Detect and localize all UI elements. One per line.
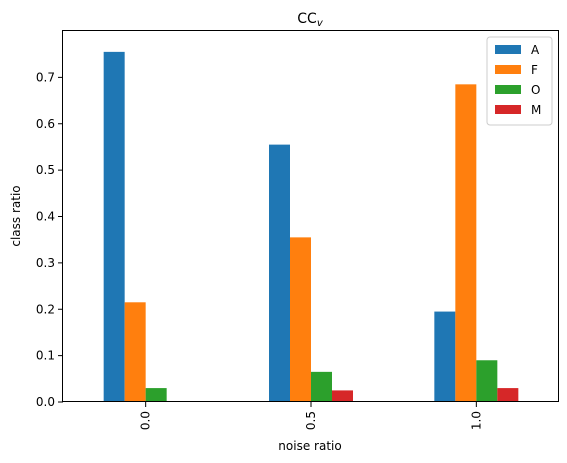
y-tick-label: 0.3 <box>36 256 55 270</box>
bar-O-1.0 <box>476 360 498 402</box>
bar-A-0.5 <box>269 144 290 402</box>
bar-A-1.0 <box>434 311 456 402</box>
bar-M-0.5 <box>332 390 353 402</box>
bar-A-0.0 <box>103 51 125 403</box>
legend-swatch-F <box>495 65 521 74</box>
x-axis-label: noise ratio <box>278 439 341 453</box>
y-tick-label: 0.1 <box>36 349 55 363</box>
y-tick-label: 0.4 <box>36 210 55 224</box>
x-tick-label: 0.0 <box>139 411 153 430</box>
y-tick-label: 0.6 <box>36 117 55 131</box>
x-axis: 0.0 0.5 1.0 <box>139 402 483 430</box>
plot-frame <box>62 30 559 402</box>
legend-swatch-O <box>495 85 521 94</box>
y-tick-label: 0.0 <box>36 395 55 409</box>
y-tick-label: 0.5 <box>36 163 55 177</box>
legend-label: F <box>531 63 538 77</box>
chart-title-main: CC <box>297 11 317 27</box>
legend-swatch-A <box>495 45 521 54</box>
bar-O-0.5 <box>311 371 332 402</box>
bars-group <box>103 51 519 403</box>
bar-F-0.5 <box>290 237 311 402</box>
x-tick-label: 1.0 <box>469 411 483 430</box>
bar-F-1.0 <box>455 84 477 403</box>
bar-O-0.0 <box>145 388 167 402</box>
y-tick-label: 0.2 <box>36 302 55 316</box>
legend-label: A <box>531 43 540 57</box>
bar-F-0.0 <box>124 302 146 402</box>
chart-title-subscript: v <box>317 18 324 29</box>
legend-label: O <box>531 83 540 97</box>
legend-swatch-M <box>495 105 521 114</box>
chart-title: CCv <box>297 11 324 29</box>
y-axis: 0.0 0.1 0.2 0.3 0.4 0.5 0.6 0.7 <box>36 70 63 409</box>
y-tick-label: 0.7 <box>36 70 55 84</box>
y-axis-label: class ratio <box>9 185 23 246</box>
legend-box <box>486 36 553 126</box>
legend-label: M <box>531 103 541 117</box>
x-tick-label: 0.5 <box>304 411 318 430</box>
bar-M-1.0 <box>497 388 519 402</box>
